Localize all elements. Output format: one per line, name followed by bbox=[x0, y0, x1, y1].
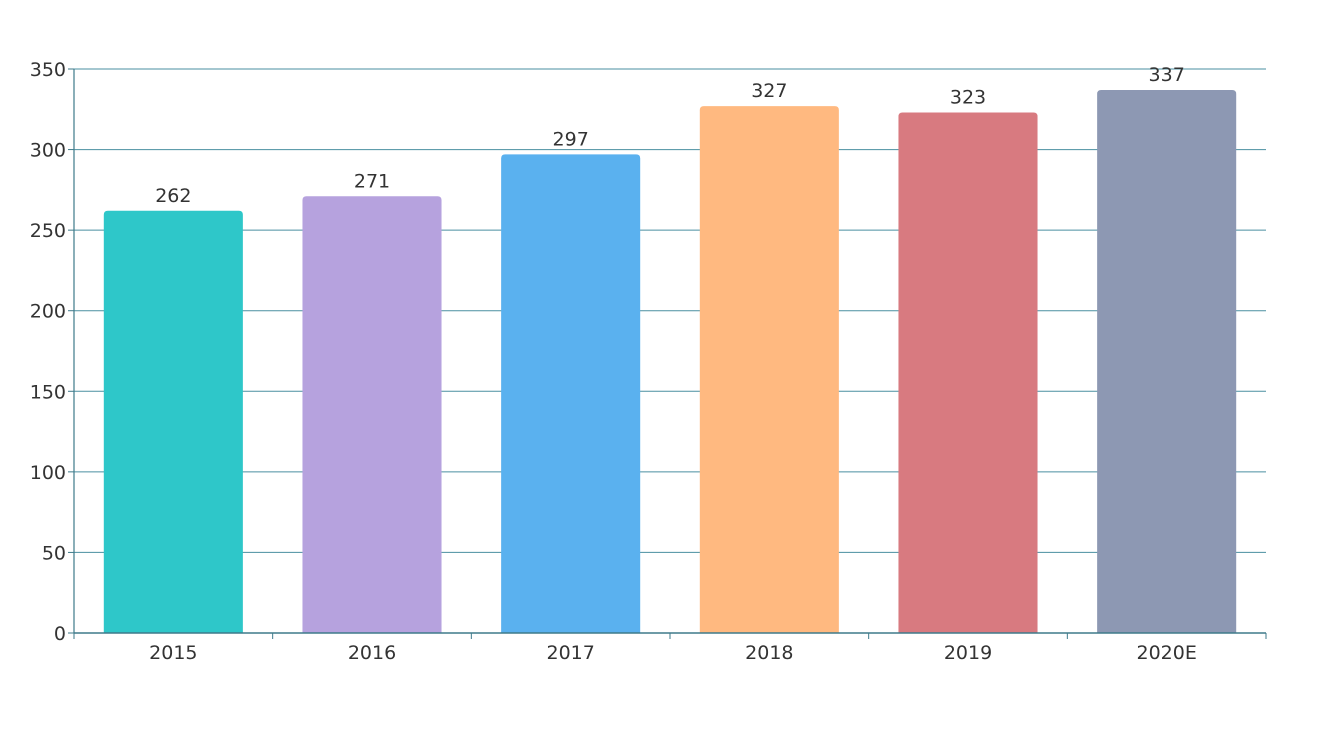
y-tick-label: 50 bbox=[42, 542, 66, 564]
bar-2016 bbox=[302, 196, 442, 633]
y-tick-label: 150 bbox=[30, 381, 66, 403]
y-tick-label: 250 bbox=[30, 220, 66, 242]
data-label-2020E: 337 bbox=[1149, 64, 1185, 86]
x-tick-label: 2020E bbox=[1136, 642, 1196, 664]
gridlines bbox=[74, 68, 1266, 553]
x-tick-label: 2016 bbox=[348, 642, 396, 664]
data-label-2017: 297 bbox=[553, 128, 589, 150]
data-label-2015: 262 bbox=[155, 185, 191, 207]
x-tick-label: 2015 bbox=[149, 642, 197, 664]
data-label-2019: 323 bbox=[950, 87, 986, 109]
data-labels: 262 271 297 327 323 337 bbox=[155, 64, 1185, 207]
y-tick-label: 200 bbox=[30, 301, 66, 323]
bar-2017 bbox=[501, 154, 641, 634]
axes bbox=[68, 68, 1267, 639]
x-tick-label: 2018 bbox=[745, 642, 793, 664]
bar-2020E bbox=[1097, 89, 1237, 634]
y-tick-label: 0 bbox=[54, 623, 66, 645]
y-tick-label: 300 bbox=[30, 140, 66, 162]
y-tick-label: 100 bbox=[30, 462, 66, 484]
x-tick-label: 2017 bbox=[546, 642, 594, 664]
data-label-2016: 271 bbox=[354, 170, 390, 192]
data-label-2018: 327 bbox=[751, 80, 787, 102]
bar-2018 bbox=[699, 106, 839, 633]
bars bbox=[103, 89, 1237, 634]
x-tick-label: 2019 bbox=[944, 642, 992, 664]
bar-2015 bbox=[103, 210, 243, 633]
y-tick-labels: 0 50 100 150 200 250 300 350 bbox=[30, 59, 66, 645]
y-tick-label: 350 bbox=[30, 59, 66, 81]
bar-2019 bbox=[898, 112, 1038, 634]
x-tick-labels: 2015 2016 2017 2018 2019 2020E bbox=[149, 642, 1197, 664]
